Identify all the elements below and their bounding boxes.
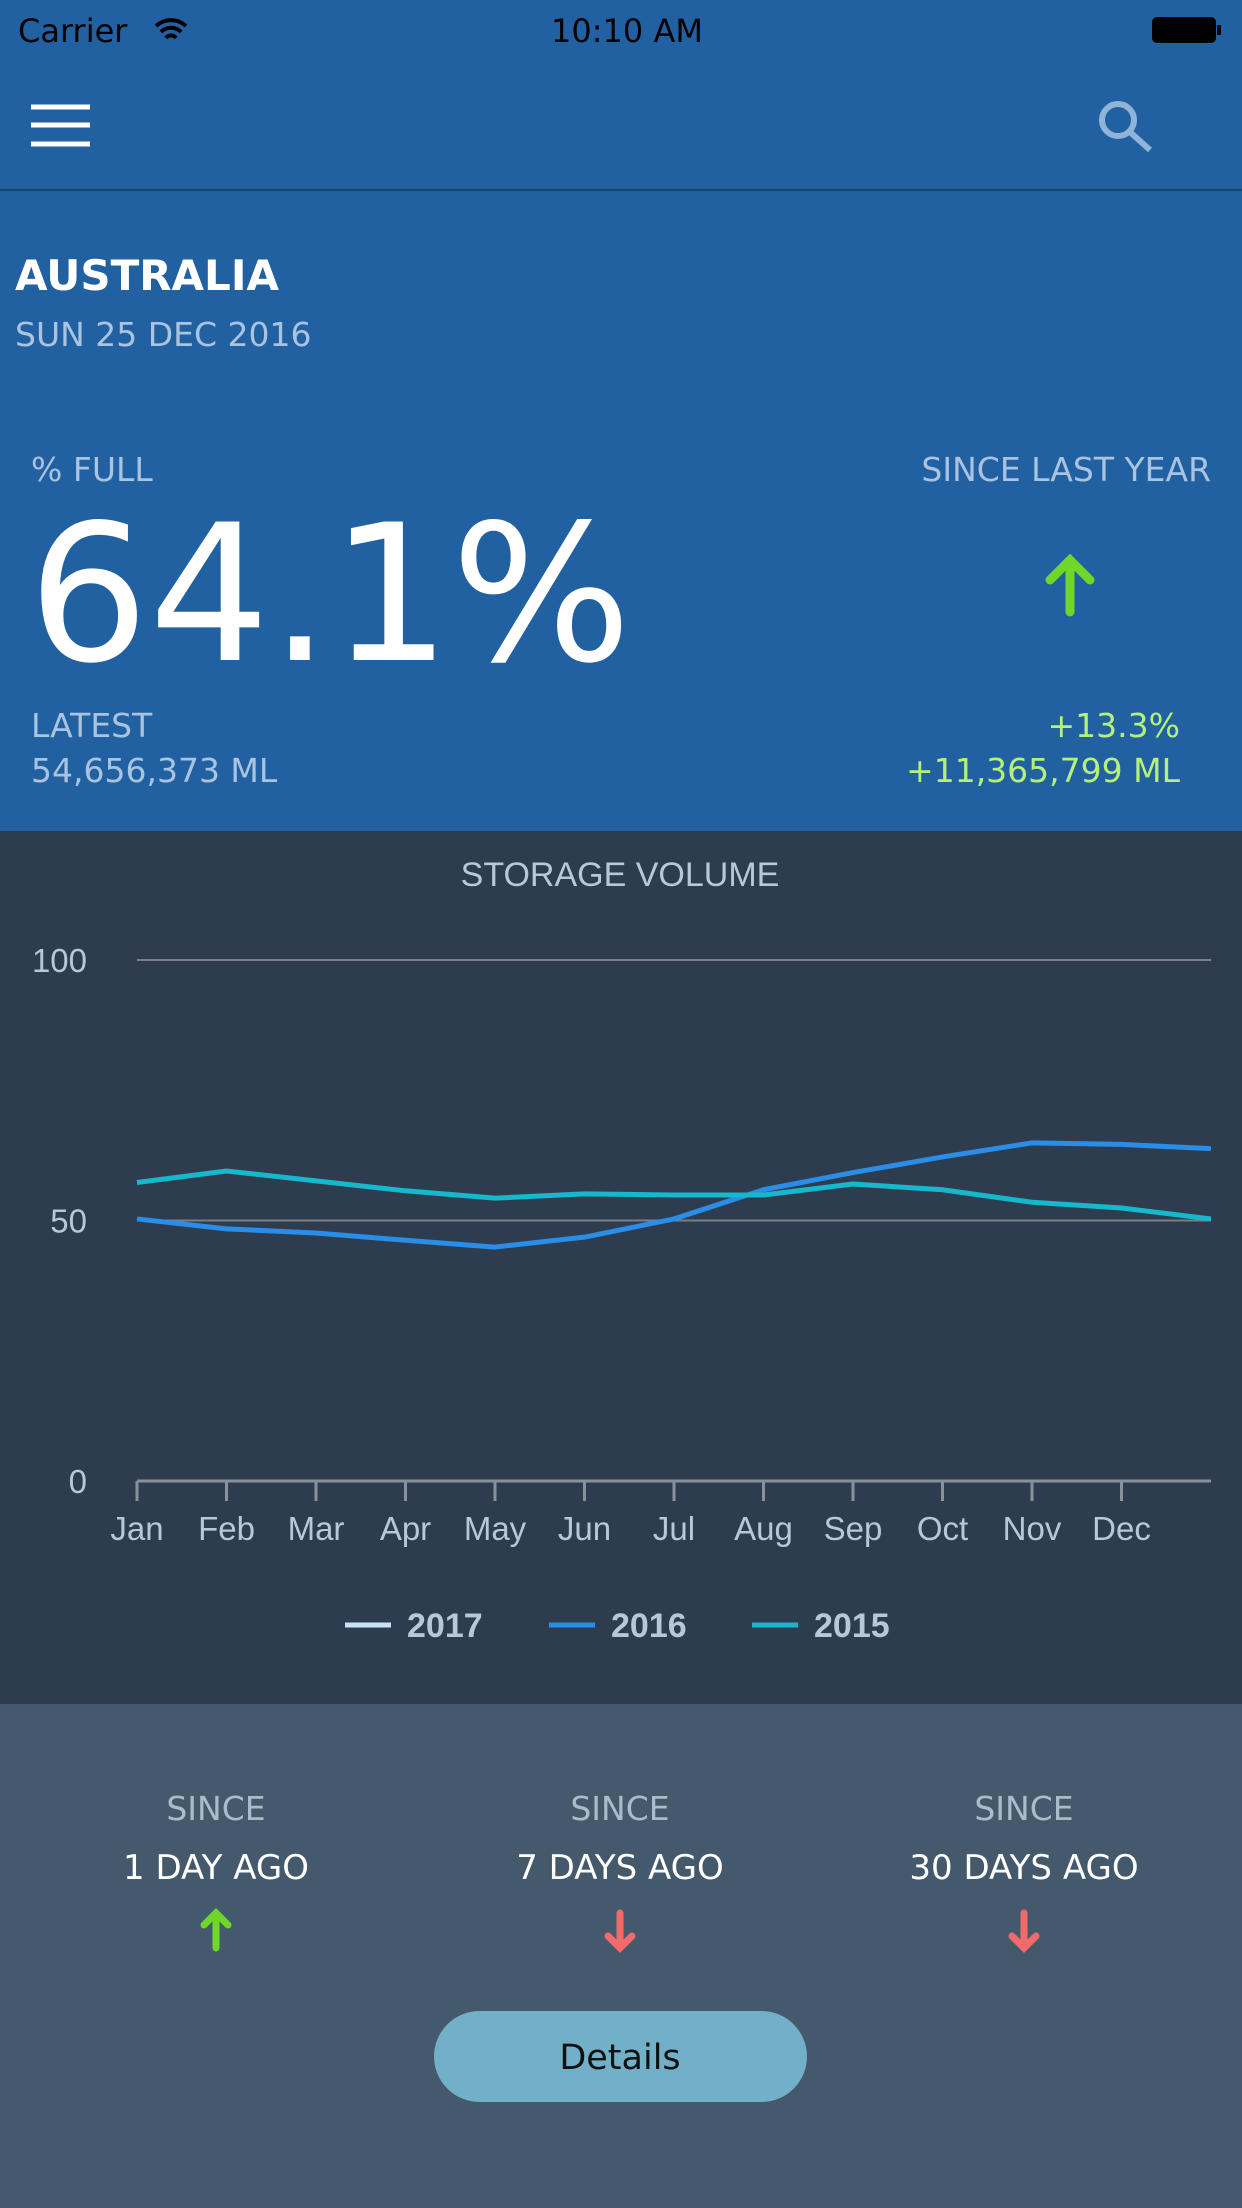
chart-title: STORAGE VOLUME — [461, 856, 780, 894]
series-line — [136, 1140, 1212, 1250]
latest-value: 54,656,373 ML — [31, 751, 278, 790]
location-date: SUN 25 DEC 2016 — [15, 315, 312, 354]
legend-label: 2015 — [814, 1607, 890, 1645]
x-tick-label: Nov — [1003, 1510, 1062, 1547]
change-volume: +11,365,799 ML — [906, 751, 1181, 790]
arrow-down — [1008, 1909, 1040, 1953]
up-arrow — [1045, 553, 1095, 617]
since-label: SINCE — [166, 1789, 265, 1828]
since-arrows — [200, 1908, 1040, 1953]
clock: 10:10 AM — [551, 12, 703, 50]
details-button[interactable] — [434, 2011, 807, 2102]
x-tick-label: Feb — [198, 1510, 255, 1547]
header-bg — [0, 0, 1242, 831]
since-period: 30 DAYS AGO — [909, 1848, 1138, 1888]
since-period: 7 DAYS AGO — [516, 1848, 724, 1888]
full-label: % FULL — [31, 450, 153, 489]
since-label: SINCE — [570, 1789, 669, 1828]
search-button[interactable] — [1099, 101, 1153, 153]
chart-bg — [0, 831, 1242, 1704]
y-tick-label: 50 — [50, 1203, 87, 1240]
x-tick-label: Oct — [917, 1510, 968, 1547]
since-panel: SINCE 1 DAY AGO SINCE 7 DAYS AGO SINCE 30 DAY… — [123, 1789, 1139, 1888]
x-tick-label: May — [464, 1510, 527, 1547]
x-tick-label: Dec — [1092, 1510, 1151, 1547]
since-label: SINCE — [974, 1789, 1073, 1828]
battery — [1152, 17, 1216, 43]
battery-tip — [1217, 25, 1221, 35]
y-tick-label: 100 — [32, 942, 87, 979]
latest-label: LATEST — [31, 706, 153, 745]
storage-chart: STORAGE VOLUME 0 50 100 Jan Feb Mar Apr May Jun J… — [32, 856, 1212, 1645]
x-tick-label: Sep — [824, 1510, 883, 1547]
change-percent: +13.3% — [1048, 706, 1180, 745]
x-tick-label: Jan — [110, 1510, 163, 1547]
carrier: Carrier — [18, 12, 128, 50]
x-tick-label: Jun — [558, 1510, 611, 1547]
location-name: AUSTRALIA — [15, 251, 279, 300]
x-tick-label: Jul — [653, 1510, 695, 1547]
y-tick-label: 0 — [69, 1463, 87, 1500]
x-tick-label: Mar — [288, 1510, 345, 1547]
since-period: 1 DAY AGO — [123, 1848, 309, 1888]
menu-button[interactable] — [31, 104, 90, 147]
x-tick-label: Aug — [734, 1510, 793, 1547]
since-bg — [0, 1704, 1242, 2208]
since-last-year-label: SINCE LAST YEAR — [921, 450, 1211, 489]
legend-label: 2017 — [407, 1607, 483, 1645]
details-button-label[interactable]: Details — [559, 2038, 680, 2078]
full-value: 64.1% — [28, 484, 632, 705]
series-line — [136, 1168, 1212, 1222]
x-tick-label: Apr — [380, 1510, 431, 1547]
arrow-up — [200, 1908, 232, 1952]
legend-label: 2016 — [611, 1607, 687, 1645]
arrow-down — [604, 1909, 636, 1953]
wifi-icon — [154, 18, 188, 40]
